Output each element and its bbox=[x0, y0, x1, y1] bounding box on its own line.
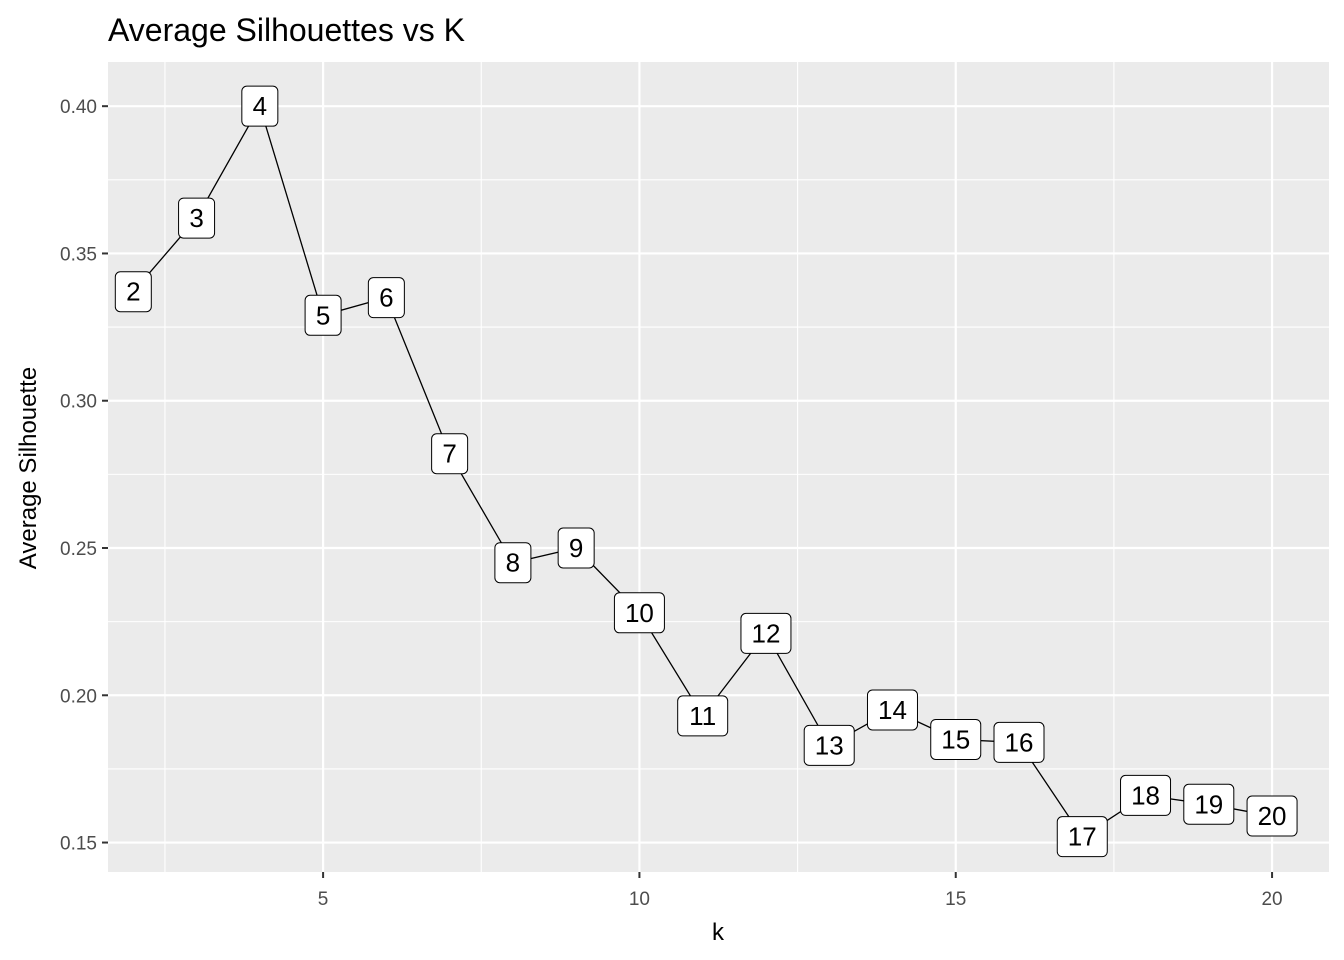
y-tick-label: 0.25 bbox=[60, 539, 97, 560]
point-label-k15: 15 bbox=[930, 718, 982, 760]
point-label-text: 14 bbox=[878, 695, 907, 725]
chart-title: Average Silhouettes vs K bbox=[108, 12, 465, 48]
point-label-box bbox=[431, 433, 469, 475]
point-label-text: 13 bbox=[815, 730, 844, 760]
point-label-text: 6 bbox=[379, 283, 393, 313]
point-label-box bbox=[993, 721, 1045, 763]
point-label-box bbox=[930, 718, 982, 760]
point-label-text: 7 bbox=[442, 439, 456, 469]
x-axis-title: k bbox=[712, 919, 725, 946]
point-label-k5: 5 bbox=[304, 294, 342, 336]
point-label-box bbox=[304, 294, 342, 336]
point-label-k12: 12 bbox=[740, 612, 792, 654]
point-label-k19: 19 bbox=[1183, 783, 1235, 825]
point-label-box bbox=[494, 542, 532, 584]
point-label-k2: 2 bbox=[114, 271, 152, 313]
point-label-text: 18 bbox=[1131, 780, 1160, 810]
point-labels: 2 3 4 5 6 7 8 9 10 11 12 13 14 15 16 17 18 19 20 bbox=[114, 85, 1298, 858]
plot-panel bbox=[108, 62, 1329, 872]
y-tick-label: 0.15 bbox=[60, 834, 97, 855]
point-label-box bbox=[1246, 795, 1298, 837]
point-label-k3: 3 bbox=[178, 197, 216, 239]
point-label-text: 10 bbox=[625, 598, 654, 628]
x-axis: 5 10 15 20 bbox=[318, 872, 1283, 910]
point-label-text: 5 bbox=[316, 300, 330, 330]
point-label-box bbox=[1183, 783, 1235, 825]
point-label-text: 19 bbox=[1194, 789, 1223, 819]
point-label-box bbox=[1056, 816, 1108, 858]
point-label-k20: 20 bbox=[1246, 795, 1298, 837]
point-label-k8: 8 bbox=[494, 542, 532, 584]
y-tick-label: 0.20 bbox=[60, 686, 97, 707]
x-tick-label: 20 bbox=[1261, 889, 1282, 910]
point-label-box bbox=[241, 85, 279, 127]
point-label-box bbox=[178, 197, 216, 239]
point-label-box bbox=[677, 695, 729, 737]
point-label-k14: 14 bbox=[866, 689, 918, 731]
point-label-text: 17 bbox=[1068, 822, 1097, 852]
point-label-k10: 10 bbox=[613, 592, 665, 634]
y-axis-title: Average Silhouette bbox=[15, 367, 42, 569]
point-label-text: 12 bbox=[751, 618, 780, 648]
y-tick-label: 0.40 bbox=[60, 97, 97, 118]
x-tick-label: 10 bbox=[629, 889, 650, 910]
grid-major bbox=[108, 62, 1329, 872]
grid-minor bbox=[108, 62, 1329, 872]
point-label-box bbox=[557, 527, 595, 569]
point-label-k6: 6 bbox=[367, 277, 405, 319]
point-label-k17: 17 bbox=[1056, 816, 1108, 858]
point-label-k7: 7 bbox=[431, 433, 469, 475]
point-label-box bbox=[114, 271, 152, 313]
point-label-box bbox=[613, 592, 665, 634]
point-label-text: 15 bbox=[941, 724, 970, 754]
y-tick-label: 0.30 bbox=[60, 392, 97, 413]
point-label-text: 16 bbox=[1005, 727, 1034, 757]
x-tick-label: 15 bbox=[945, 889, 966, 910]
y-axis: 0.15 0.20 0.25 0.30 0.35 0.40 bbox=[60, 97, 108, 855]
point-label-text: 8 bbox=[506, 548, 520, 578]
x-tick-label: 5 bbox=[318, 889, 329, 910]
point-label-box bbox=[866, 689, 918, 731]
point-label-box bbox=[740, 612, 792, 654]
point-label-text: 4 bbox=[253, 91, 267, 121]
point-label-text: 20 bbox=[1258, 801, 1287, 831]
point-label-k16: 16 bbox=[993, 721, 1045, 763]
point-label-k13: 13 bbox=[803, 724, 855, 766]
point-label-box bbox=[367, 277, 405, 319]
point-label-k9: 9 bbox=[557, 527, 595, 569]
point-label-text: 3 bbox=[189, 203, 203, 233]
point-label-box bbox=[803, 724, 855, 766]
y-tick-label: 0.35 bbox=[60, 244, 97, 265]
point-label-text: 2 bbox=[126, 277, 140, 307]
point-label-box bbox=[1120, 774, 1172, 816]
point-label-k18: 18 bbox=[1120, 774, 1172, 816]
point-label-text: 9 bbox=[569, 533, 583, 563]
point-label-k11: 11 bbox=[677, 695, 729, 737]
point-label-k4: 4 bbox=[241, 85, 279, 127]
point-label-text: 11 bbox=[689, 701, 716, 731]
